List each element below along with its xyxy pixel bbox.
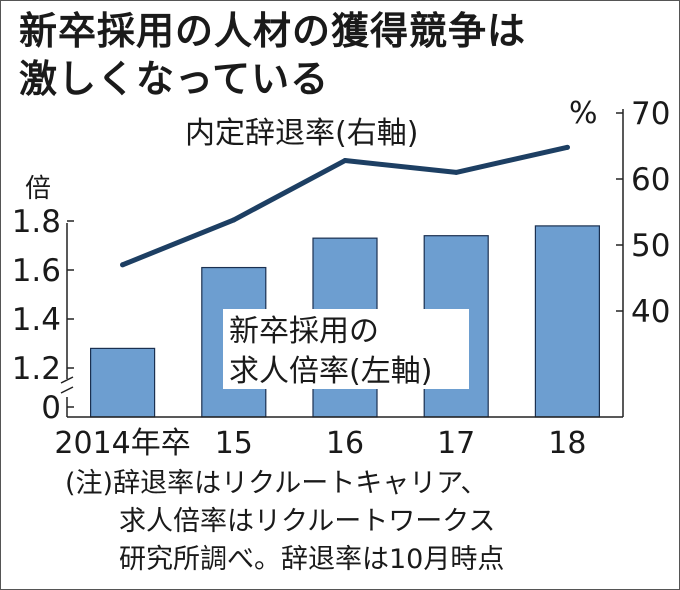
title-line-1: 新卒採用の人材の獲得競争は (19, 9, 527, 53)
x-tick-label-3: 17 (437, 426, 475, 461)
combo-chart: 01.2 1.4 1.6 1.8倍 40 50 60 70% 2014年卒 15 16 17 18 内定辞… (12, 96, 671, 461)
note-line-1: (注)辞退率はリクルートキャリア、 (65, 468, 488, 499)
bar-0 (89, 347, 156, 418)
line-point-3 (453, 169, 459, 175)
source-notes: (注)辞退率はリクルートキャリア、 求人倍率はリクルートワークス 研究所調べ。辞… (65, 465, 504, 579)
line-point-4 (564, 144, 570, 150)
note-line-2: 求人倍率はリクルートワークス (65, 506, 496, 537)
right-tick-label-1: 50 (631, 228, 670, 264)
bar-series-label-line-2: 求人倍率(左軸) (229, 354, 432, 389)
left-axis-unit: 倍 (25, 174, 51, 204)
x-tick-label-1: 15 (215, 426, 253, 461)
note-line-3: 研究所調べ。辞退率は10月時点 (65, 544, 505, 575)
line-point-1 (231, 217, 237, 223)
right-tick-label-0: 40 (631, 294, 670, 330)
left-tick-label-0: 0 (41, 390, 61, 426)
line-point-0 (120, 262, 126, 268)
right-tick-label-3: 70 (631, 96, 670, 132)
right-axis-unit: % (569, 96, 598, 131)
line-series-label: 内定辞退率(右軸) (185, 116, 418, 151)
left-tick-label-4: 1.8 (12, 204, 61, 240)
x-tick-label-2: 16 (326, 426, 364, 461)
left-tick-label-3: 1.6 (12, 253, 61, 289)
title-line-2: 激しくなっている (19, 57, 330, 101)
chart-title: 新卒採用の人材の獲得競争は 激しくなっている (19, 7, 526, 103)
bar-series-label-line-1: 新卒採用の (229, 314, 379, 349)
left-tick-label-2: 1.4 (12, 302, 61, 338)
axis-break-mark (60, 376, 74, 394)
bar-4 (534, 225, 601, 418)
x-tick-label-0: 2014年卒 (54, 426, 190, 461)
line-point-2 (342, 158, 348, 164)
bar-series-label-bg (223, 309, 469, 389)
right-tick-label-2: 60 (631, 162, 670, 198)
left-tick-label-1: 1.2 (12, 351, 61, 387)
x-tick-label-4: 18 (548, 426, 586, 461)
